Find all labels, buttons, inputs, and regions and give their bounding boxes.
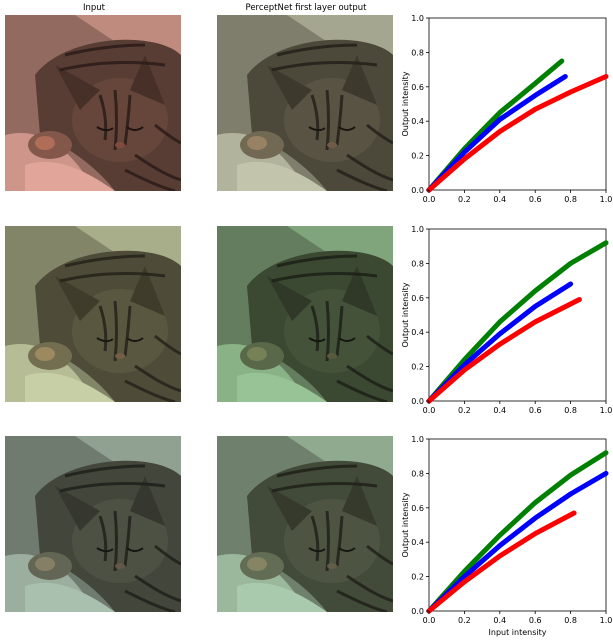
input-column-title: Input: [82, 3, 105, 13]
y-tick-label: 0.8: [411, 259, 424, 268]
input-image-row-1: [5, 15, 181, 191]
x-tick-label: 0.4: [493, 195, 506, 204]
y-tick-label: 0.8: [411, 48, 424, 57]
response-chart-row-1: 0.0 0.2 0.4 0.6 0.8 1.0 0.0 0.2 0.4 0.6 0.8 1.0 Outp…: [400, 10, 613, 210]
y-tick-label: 1.0: [411, 225, 424, 234]
x-tick-label: 0.8: [564, 195, 577, 204]
x-tick-label: 0.0: [423, 195, 436, 204]
plot-frame: [428, 17, 607, 191]
input-image-row-3: [5, 436, 181, 612]
plot-frame: [428, 228, 607, 402]
y-tick-label: 0.4: [411, 328, 424, 337]
x-tick-label: 0.2: [458, 406, 471, 415]
x-tick-label: 1.0: [600, 195, 613, 204]
tint-overlay: [217, 15, 393, 191]
y-tick-label: 0.4: [411, 538, 424, 547]
series-line-2: [426, 74, 609, 193]
x-tick-label: 0.6: [529, 406, 542, 415]
series-line-2: [426, 510, 577, 614]
x-tick-label: 0.4: [493, 406, 506, 415]
x-tick-label: 0.6: [529, 195, 542, 204]
output-column-title: PerceptNet first layer output: [245, 3, 367, 13]
series-line-0: [426, 240, 609, 404]
y-tick-label: 0.0: [411, 607, 424, 616]
y-tick-label: 1.0: [411, 14, 424, 23]
y-tick-label: 0.2: [411, 152, 424, 161]
response-chart-row-2: 0.0 0.2 0.4 0.6 0.8 1.0 0.0 0.2 0.4 0.6 0.8 1.0 Outp…: [400, 221, 613, 421]
y-axis-label: Output intensity: [401, 492, 410, 557]
output-image-row-3: [217, 436, 393, 612]
series-line-2: [426, 297, 582, 404]
y-axis-label: Output intensity: [401, 282, 410, 347]
y-tick-label: 0.4: [411, 117, 424, 126]
series-line-1: [426, 470, 609, 614]
y-tick-label: 0.0: [411, 186, 424, 195]
series-line-1: [426, 74, 568, 193]
plot-frame: [428, 438, 607, 612]
tint-overlay: [5, 436, 181, 612]
y-tick-label: 0.2: [411, 573, 424, 582]
x-tick-label: 0.6: [529, 616, 542, 625]
tint-overlay: [5, 15, 181, 191]
y-tick-label: 0.0: [411, 397, 424, 406]
y-tick-label: 0.6: [411, 504, 424, 513]
x-tick-label: 1.0: [600, 406, 613, 415]
x-tick-label: 0.4: [493, 616, 506, 625]
y-tick-label: 0.8: [411, 469, 424, 478]
x-tick-label: 1.0: [600, 616, 613, 625]
y-tick-label: 0.2: [411, 363, 424, 372]
series-line-0: [426, 450, 609, 614]
x-tick-label: 0.0: [423, 616, 436, 625]
x-axis-label: Input intensity: [489, 628, 547, 637]
y-tick-label: 1.0: [411, 435, 424, 444]
x-tick-label: 0.2: [458, 616, 471, 625]
y-tick-label: 0.6: [411, 294, 424, 303]
output-image-row-2: [217, 226, 393, 402]
x-tick-label: 0.0: [423, 406, 436, 415]
x-tick-label: 0.8: [564, 616, 577, 625]
tint-overlay: [217, 226, 393, 402]
output-image-row-1: [217, 15, 393, 191]
x-tick-label: 0.8: [564, 406, 577, 415]
y-tick-label: 0.6: [411, 83, 424, 92]
tint-overlay: [217, 436, 393, 612]
x-tick-label: 0.2: [458, 195, 471, 204]
y-axis-label: Output intensity: [401, 71, 410, 136]
series-line-1: [426, 281, 574, 404]
response-chart-row-3: 0.0 0.2 0.4 0.6 0.8 1.0 0.0 0.2 0.4 0.6 0.8 1.0 Outp…: [400, 431, 613, 637]
tint-overlay: [5, 226, 181, 402]
input-image-row-2: [5, 226, 181, 402]
